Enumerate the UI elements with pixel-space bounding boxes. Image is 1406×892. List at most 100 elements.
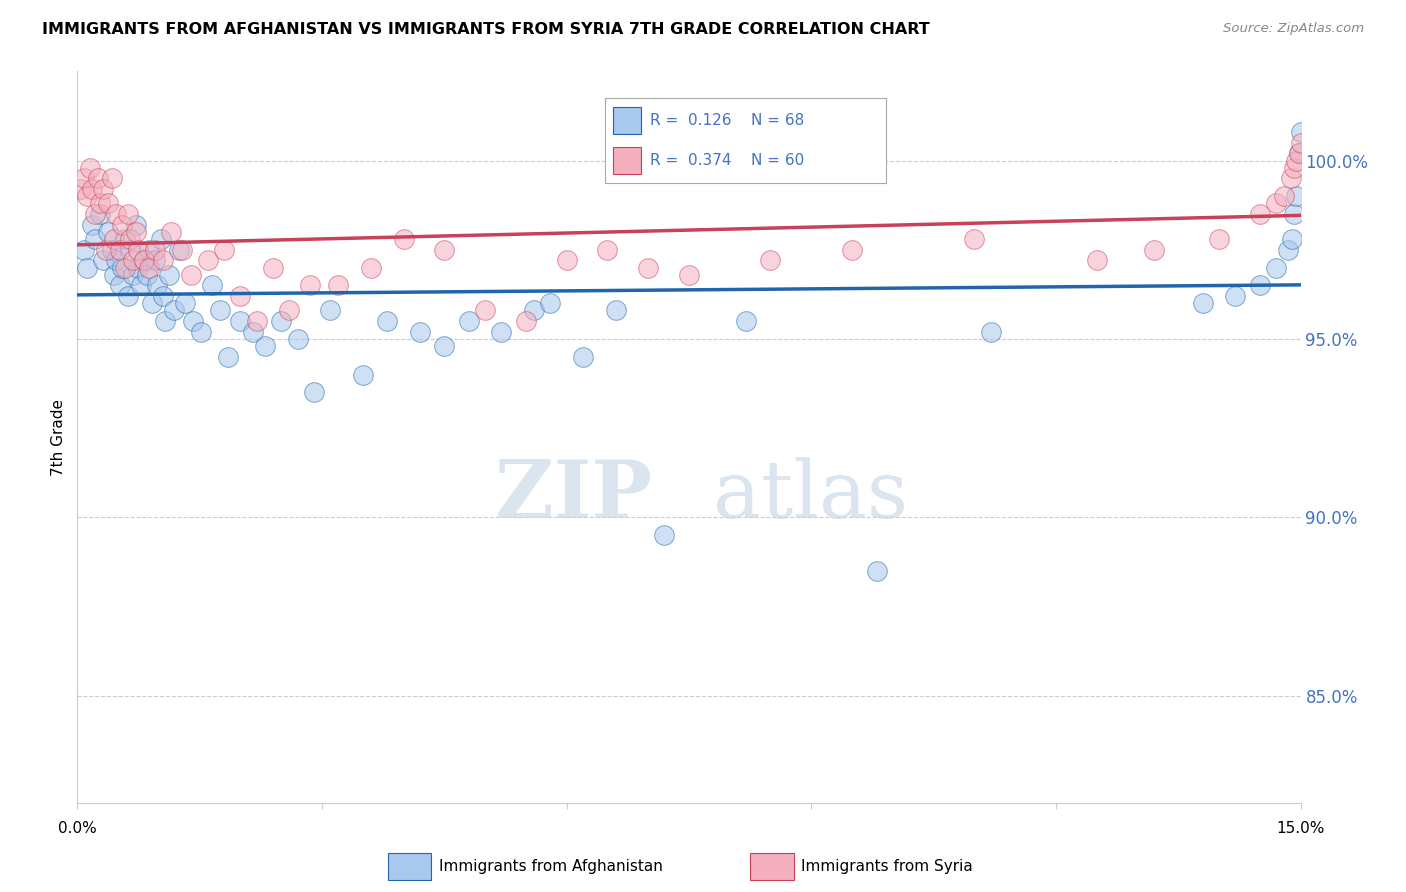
Point	[114, 232, 136, 246]
Point	[146, 278, 169, 293]
Text: Source: ZipAtlas.com: Source: ZipAtlas.com	[1223, 22, 1364, 36]
Point	[93, 253, 115, 268]
Point	[1288, 146, 1310, 161]
Point	[162, 303, 184, 318]
Point	[1277, 243, 1299, 257]
Point	[73, 171, 96, 186]
Point	[121, 253, 143, 268]
Text: Immigrants from Afghanistan: Immigrants from Afghanistan	[439, 859, 664, 873]
Point	[97, 225, 120, 239]
Point	[278, 303, 301, 318]
Point	[135, 268, 157, 282]
Point	[246, 314, 269, 328]
Point	[515, 314, 537, 328]
Point	[1249, 207, 1271, 221]
Point	[392, 232, 415, 246]
Point	[180, 268, 202, 282]
Text: atlas: atlas	[713, 457, 908, 534]
Point	[97, 196, 120, 211]
Point	[79, 161, 101, 175]
Point	[94, 243, 117, 257]
Point	[555, 253, 578, 268]
Point	[143, 243, 166, 257]
Point	[262, 260, 284, 275]
Point	[76, 189, 98, 203]
Point	[1249, 278, 1271, 293]
Point	[217, 350, 239, 364]
Point	[375, 314, 398, 328]
Point	[108, 243, 131, 257]
Bar	[388, 854, 432, 880]
Text: 15.0%: 15.0%	[1277, 821, 1324, 836]
Point	[1208, 232, 1230, 246]
Point	[100, 243, 122, 257]
Point	[242, 325, 264, 339]
Point	[963, 232, 986, 246]
Text: 0.0%: 0.0%	[58, 821, 97, 836]
Point	[141, 296, 163, 310]
Point	[76, 260, 98, 275]
Point	[197, 253, 219, 268]
Point	[70, 182, 93, 196]
Y-axis label: 7th Grade: 7th Grade	[51, 399, 66, 475]
Point	[759, 253, 782, 268]
Point	[457, 314, 479, 328]
Point	[100, 171, 122, 186]
Point	[1289, 136, 1312, 150]
Point	[352, 368, 374, 382]
Point	[212, 243, 235, 257]
Point	[181, 314, 204, 328]
Point	[128, 243, 150, 257]
Point	[1225, 289, 1247, 303]
Bar	[751, 854, 793, 880]
Bar	[613, 107, 641, 134]
Point	[121, 268, 143, 282]
Point	[1285, 189, 1308, 203]
Point	[1085, 253, 1108, 268]
Point	[1265, 260, 1288, 275]
Point	[117, 207, 139, 221]
Point	[80, 218, 103, 232]
Point	[80, 182, 103, 196]
Point	[93, 182, 115, 196]
Point	[538, 296, 561, 310]
Point	[229, 289, 252, 303]
Point	[1265, 196, 1288, 211]
Point	[111, 260, 134, 275]
Point	[160, 225, 183, 239]
Point	[73, 243, 96, 257]
Point	[103, 268, 125, 282]
Point	[114, 260, 136, 275]
Text: IMMIGRANTS FROM AFGHANISTAN VS IMMIGRANTS FROM SYRIA 7TH GRADE CORRELATION CHART: IMMIGRANTS FROM AFGHANISTAN VS IMMIGRANT…	[42, 22, 929, 37]
Point	[89, 196, 111, 211]
Point	[105, 253, 128, 268]
Point	[129, 278, 152, 293]
Point	[128, 260, 150, 275]
Point	[1288, 146, 1310, 161]
Point	[138, 260, 160, 275]
Point	[134, 253, 156, 268]
Point	[125, 218, 148, 232]
Point	[108, 278, 131, 293]
Text: R =  0.126    N = 68: R = 0.126 N = 68	[650, 112, 804, 128]
Point	[1272, 189, 1295, 203]
Text: R =  0.374    N = 60: R = 0.374 N = 60	[650, 153, 804, 169]
Point	[138, 243, 160, 257]
Point	[170, 243, 193, 257]
Point	[125, 225, 148, 239]
Point	[637, 260, 659, 275]
Point	[174, 296, 197, 310]
Text: ZIP: ZIP	[495, 457, 652, 534]
Point	[134, 253, 156, 268]
Point	[298, 278, 321, 293]
Point	[409, 325, 432, 339]
Point	[120, 232, 142, 246]
Point	[201, 278, 224, 293]
Point	[302, 385, 325, 400]
Point	[596, 243, 619, 257]
Point	[169, 243, 191, 257]
Point	[523, 303, 546, 318]
Point	[84, 207, 107, 221]
Point	[209, 303, 232, 318]
Point	[117, 289, 139, 303]
